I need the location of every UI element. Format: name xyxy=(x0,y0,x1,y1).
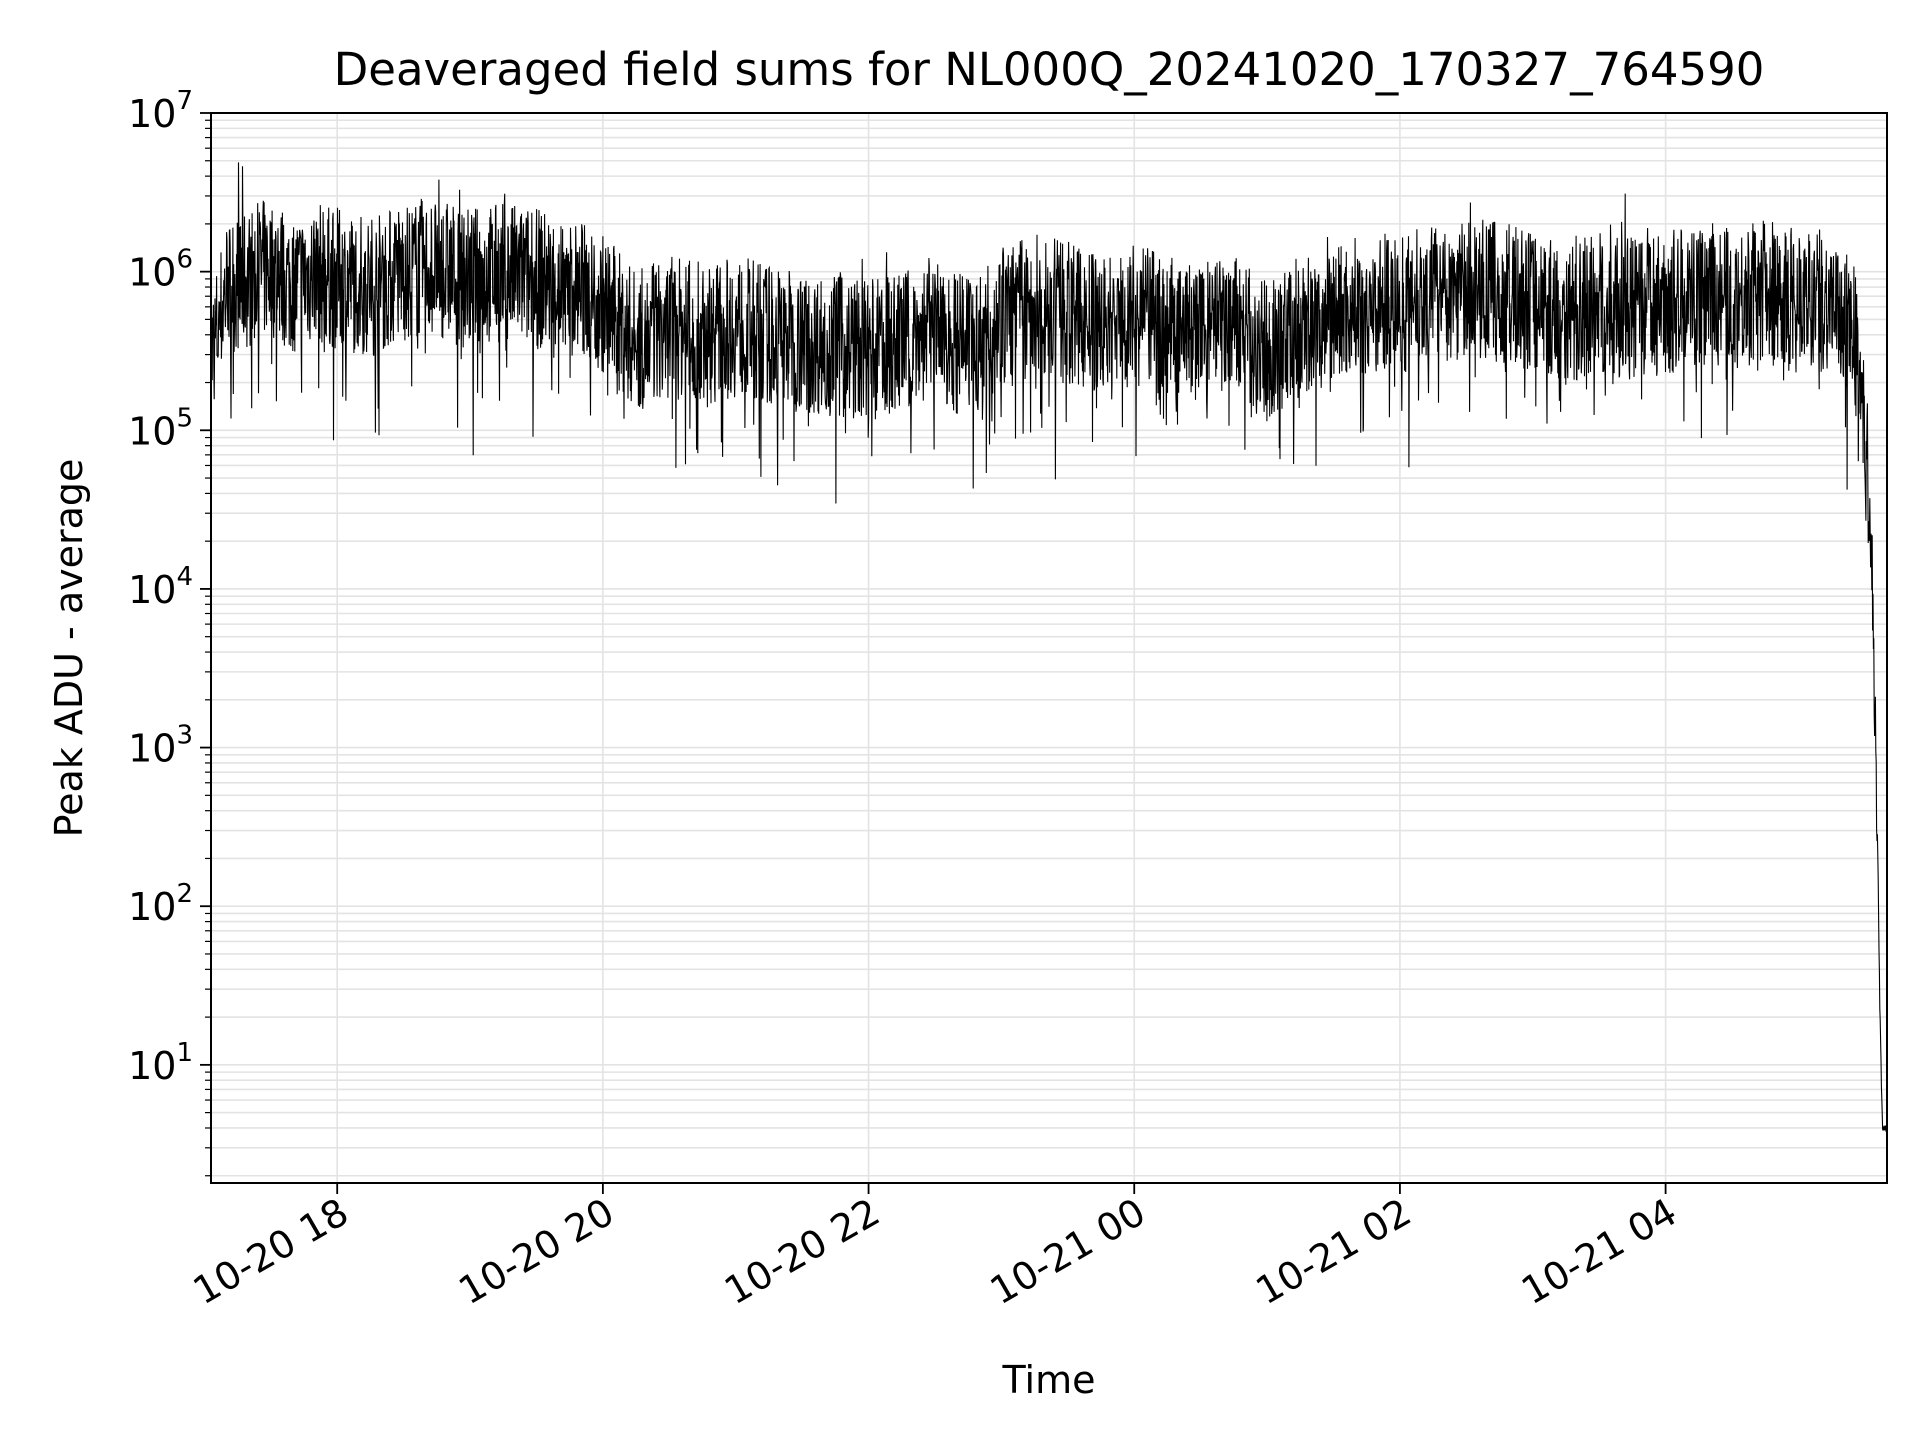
x-tick-label: 10-20 18 xyxy=(186,1190,356,1314)
y-tick-base: 10 xyxy=(128,409,176,453)
series-line xyxy=(210,162,1888,1133)
y-tick-label: 107 xyxy=(128,86,193,136)
y-tick-exponent: 7 xyxy=(176,86,193,116)
y-tick-base: 10 xyxy=(128,251,176,295)
y-tick-exponent: 3 xyxy=(176,721,193,751)
y-axis-label: Peak ADU - average xyxy=(47,459,91,838)
y-tick-label: 105 xyxy=(128,403,193,453)
y-tick-base: 10 xyxy=(128,92,176,136)
y-tick-exponent: 5 xyxy=(176,403,193,433)
y-tick-exponent: 2 xyxy=(176,879,193,909)
y-tick-exponent: 1 xyxy=(176,1038,193,1068)
x-tick-label: 10-21 00 xyxy=(983,1190,1153,1314)
x-axis-label: Time xyxy=(1002,1358,1096,1402)
y-tick-exponent: 6 xyxy=(176,245,193,275)
y-tick-label: 103 xyxy=(128,721,193,771)
x-tick-label: 10-20 20 xyxy=(451,1190,621,1314)
x-tick-label: 10-21 04 xyxy=(1514,1190,1684,1314)
y-tick-label: 101 xyxy=(128,1038,193,1088)
x-tick-label: 10-21 02 xyxy=(1248,1190,1418,1314)
y-tick-base: 10 xyxy=(128,885,176,929)
chart-title: Deaveraged field sums for NL000Q_2024102… xyxy=(334,43,1765,96)
y-tick-label: 106 xyxy=(128,245,193,295)
plot-frame xyxy=(210,112,1888,1184)
data-series xyxy=(210,162,1888,1133)
y-tick-exponent: 4 xyxy=(176,562,193,592)
y-tick-base: 10 xyxy=(128,727,176,771)
y-tick-label: 104 xyxy=(128,562,193,612)
y-tick-base: 10 xyxy=(128,568,176,612)
x-tick-label: 10-20 22 xyxy=(717,1190,887,1314)
y-tick-label: 102 xyxy=(128,879,193,929)
y-tick-base: 10 xyxy=(128,1044,176,1088)
